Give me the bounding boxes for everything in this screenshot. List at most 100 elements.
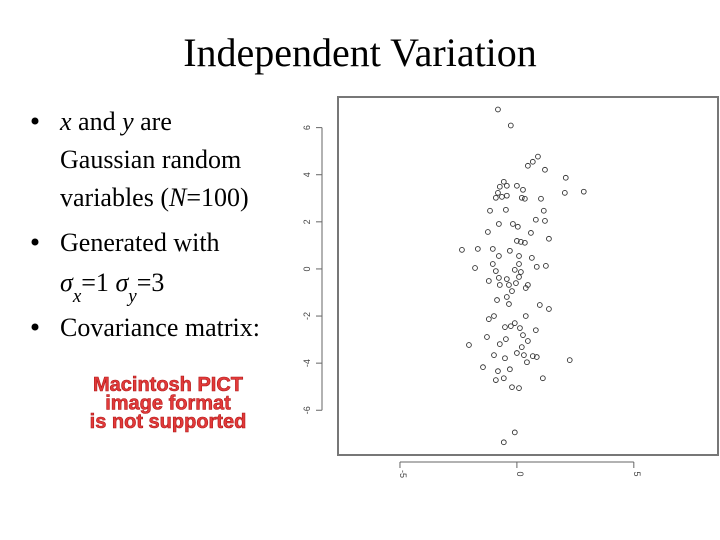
text-run: x [72,286,82,307]
text-run: y [119,107,134,136]
point [500,178,507,185]
point [513,280,519,286]
point [529,255,535,261]
x-tick-label: -5 [398,470,408,478]
point [561,190,568,196]
text-run: variables ( [60,183,169,212]
slide-title: Independent Variation [183,30,537,75]
point [495,368,501,375]
text-run: =1 [81,268,115,297]
point [495,190,501,196]
point [485,229,491,235]
point [503,294,510,300]
pict-notice: Macintosh PICT [93,374,243,396]
point [480,364,486,370]
bullet-text: x and y are [59,107,172,136]
y-tick-label: -6 [302,406,312,414]
point [516,261,522,267]
y-tick-label: -2 [302,312,312,320]
point [510,221,516,227]
y-tick-label: 2 [302,219,312,224]
point [546,235,552,242]
point [495,106,501,113]
point [500,375,507,382]
point [491,313,497,319]
y-tick-label: 0 [302,266,312,271]
point [503,206,509,213]
point [516,385,522,391]
point [518,269,524,275]
pict-notice: is not supported [90,411,247,433]
text-run: =3 [137,268,165,297]
text-run: N [168,183,188,212]
point [520,332,526,338]
pict-notice: image format [105,393,231,415]
point [529,158,536,165]
bullet-dot [31,117,39,125]
point [491,352,497,358]
text-run: σ [115,268,129,297]
text-run: and [72,107,123,136]
point [507,122,514,129]
point [514,350,520,356]
point [459,247,465,253]
point [540,207,547,214]
point [472,265,478,271]
point [496,341,503,347]
text-run: are [134,107,172,136]
point [516,274,522,280]
point [494,297,500,303]
point [514,182,520,189]
text-run: Covariance matrix: [60,313,260,342]
point [489,246,496,252]
point [536,302,543,308]
point [533,354,540,360]
point [489,261,496,267]
bullet-text: Gaussian random [60,145,241,174]
y-tick-label: 4 [302,172,312,177]
point [506,301,512,307]
point [503,192,510,199]
point [499,194,505,200]
point [485,278,492,284]
point [535,153,541,160]
bullet-dot [31,323,39,331]
point [492,194,499,201]
point [517,325,523,331]
text-run: Generated with [60,228,220,257]
point [533,263,540,270]
text-run: =100) [186,183,248,212]
point [538,195,544,202]
point [562,174,569,181]
point [466,342,472,348]
point [511,320,518,326]
bullet-text: variables (N=100) [60,183,249,212]
x-tick-label: 0 [515,471,525,476]
point [521,352,527,358]
text-run: Gaussian random [60,145,241,174]
point [514,238,520,244]
point [502,355,508,362]
point [518,238,524,245]
text-run: y [126,286,137,307]
point [500,439,507,446]
bullet-text: Covariance matrix: [60,313,260,342]
point [518,194,525,201]
point [511,267,518,273]
bullet-dot [31,238,39,246]
point [521,195,528,202]
point [496,183,503,190]
point [522,285,529,291]
bullet-text: Generated with [60,228,220,257]
point [528,230,534,236]
point [516,253,522,259]
point [496,221,502,227]
point [532,327,539,334]
point [525,338,531,344]
point [507,247,513,254]
point [507,366,513,373]
point [507,323,514,330]
y-tick-label: -4 [302,359,312,367]
point [566,357,573,363]
point [543,263,549,269]
